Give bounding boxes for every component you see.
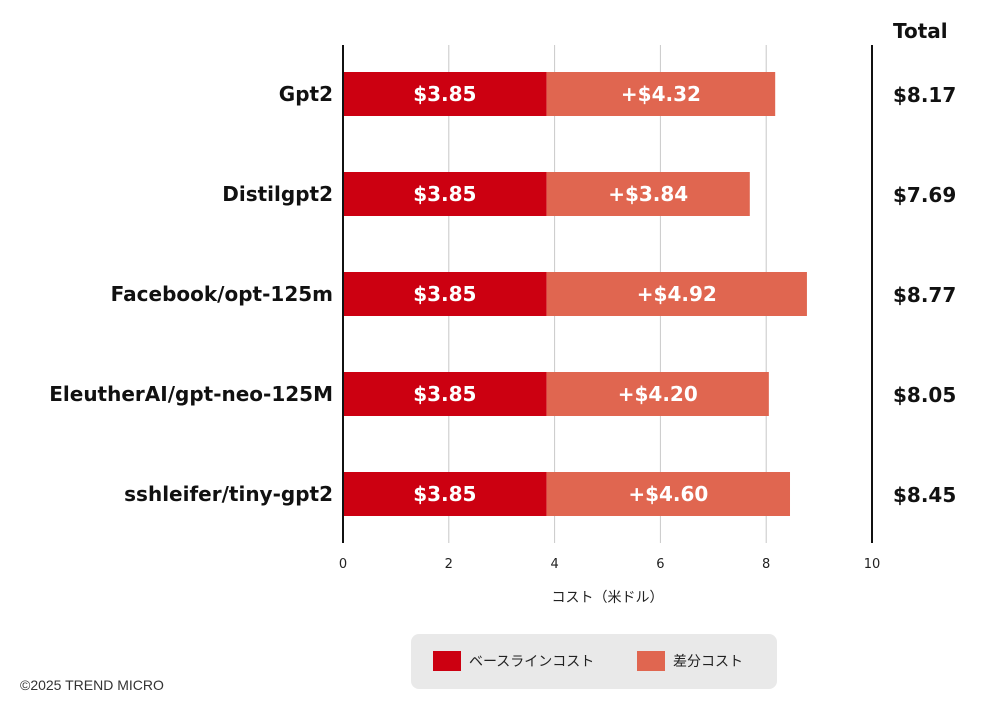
bar-diff [546,372,769,416]
legend: ベースラインコスト 差分コスト [411,634,777,689]
bar-baseline [343,172,547,216]
bar-value-label: +$4.20 [618,382,698,406]
bar-baseline [343,72,547,116]
category-label: sshleifer/tiny-gpt2 [124,482,333,506]
bar-baseline [343,472,547,516]
bar-value-label: +$4.92 [637,282,717,306]
labels: 0 2 4 6 8 10 $3.85 +$4.32 Gpt2 $8.17 $3.85 +$3.84 Di… [49,82,956,572]
bar-diff [546,472,791,516]
total-value: $8.45 [893,483,956,507]
legend-swatch-baseline [433,651,461,671]
totals-header: Total [893,19,948,43]
copyright-notice: ©2025 TREND MICRO [20,677,164,693]
category-label: Distilgpt2 [222,182,333,206]
x-tick-label: 6 [656,557,664,572]
legend-label-diff: 差分コスト [673,654,743,670]
x-tick-label: 0 [339,557,347,572]
category-label: EleutherAI/gpt-neo-125M [49,382,333,406]
bar-diff [546,272,807,316]
bar-diff [546,172,750,216]
category-label: Gpt2 [279,82,333,106]
bar-baseline [343,272,547,316]
bar-value-label: $3.85 [413,382,476,406]
x-axis-title: コスト（米ドル） [552,590,664,606]
legend-label-baseline: ベースラインコスト [469,654,595,670]
category-label: Facebook/opt-125m [111,282,333,306]
bar-value-label: +$3.84 [608,182,688,206]
bar-value-label: $3.85 [413,182,476,206]
bar-baseline [343,372,547,416]
total-value: $8.05 [893,383,956,407]
x-tick-label: 10 [864,557,881,572]
total-value: $8.17 [893,83,956,107]
x-tick-label: 4 [550,557,558,572]
legend-swatch-diff [637,651,665,671]
bar-value-label: $3.85 [413,282,476,306]
bar-value-label: +$4.60 [628,482,708,506]
total-value: $8.77 [893,283,956,307]
bar-value-label: $3.85 [413,482,476,506]
bar-value-label: $3.85 [413,82,476,106]
bars [343,72,807,516]
x-tick-label: 8 [762,557,770,572]
bar-diff [546,72,776,116]
x-tick-label: 2 [445,557,453,572]
total-value: $7.69 [893,183,956,207]
bar-value-label: +$4.32 [621,82,701,106]
